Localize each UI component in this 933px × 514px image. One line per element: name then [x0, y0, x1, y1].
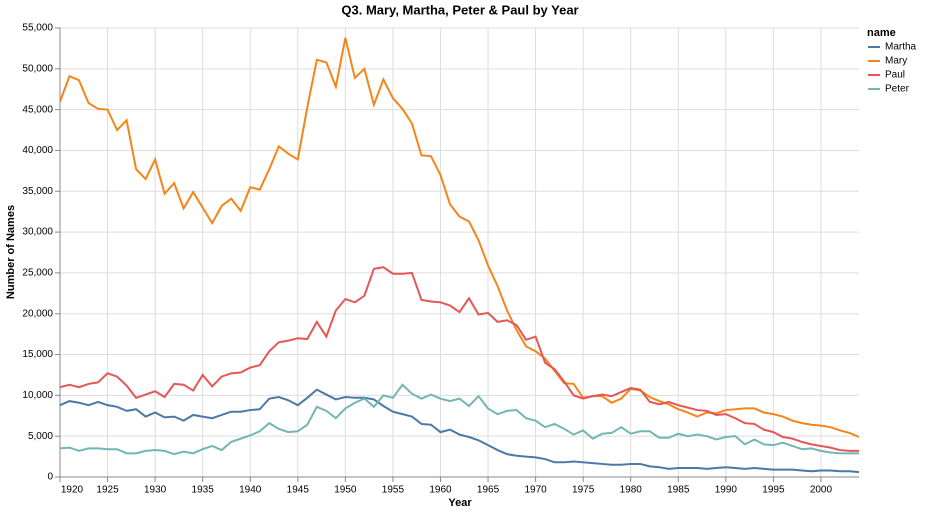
- x-tick-label: 1965: [477, 485, 500, 496]
- series-line: [59, 37, 860, 438]
- legend-label: Paul: [885, 70, 905, 81]
- x-tick-label: 1940: [239, 485, 262, 496]
- y-tick-label: 15,000: [22, 349, 53, 360]
- legend-label: Martha: [885, 42, 917, 53]
- x-tick-label: 1985: [667, 485, 690, 496]
- chart-title: Q3. Mary, Martha, Peter & Paul by Year: [341, 2, 578, 17]
- x-tick-label: 1975: [572, 485, 595, 496]
- x-tick-label: 1995: [762, 485, 785, 496]
- y-axis-title: Number of Names: [5, 205, 17, 299]
- series-line: [59, 266, 859, 452]
- series-line: [59, 388, 860, 474]
- y-tick-label: 35,000: [22, 186, 53, 197]
- y-tick-label: 20,000: [22, 308, 53, 319]
- x-tick-label: 1935: [192, 485, 215, 496]
- x-tick-label: 2000: [810, 485, 833, 496]
- y-tick-label: 30,000: [22, 227, 53, 238]
- y-tick-label: 0: [47, 472, 53, 483]
- x-tick-label: 1960: [429, 485, 452, 496]
- legend-title: name: [867, 27, 896, 39]
- x-tick-label: 1930: [144, 485, 167, 496]
- legend-label: Peter: [885, 84, 910, 95]
- x-tick-label: 1970: [524, 485, 547, 496]
- y-tick-label: 40,000: [22, 145, 53, 156]
- y-tick-label: 50,000: [22, 63, 53, 74]
- y-tick-label: 25,000: [22, 268, 53, 279]
- x-tick-label: 1925: [96, 485, 119, 496]
- y-tick-label: 55,000: [22, 23, 53, 34]
- series-line: [59, 383, 859, 456]
- legend-label: Mary: [885, 56, 907, 67]
- x-tick-label: 1945: [287, 485, 310, 496]
- x-tick-label: 1980: [620, 485, 643, 496]
- x-tick-label: 1955: [382, 485, 405, 496]
- y-tick-label: 45,000: [22, 104, 53, 115]
- y-tick-label: 10,000: [22, 390, 53, 401]
- y-tick-label: 5,000: [28, 431, 53, 442]
- x-tick-label: 1950: [334, 485, 357, 496]
- x-tick-label: 1920: [61, 485, 84, 496]
- x-axis-title: Year: [448, 497, 472, 509]
- x-tick-label: 1990: [715, 485, 738, 496]
